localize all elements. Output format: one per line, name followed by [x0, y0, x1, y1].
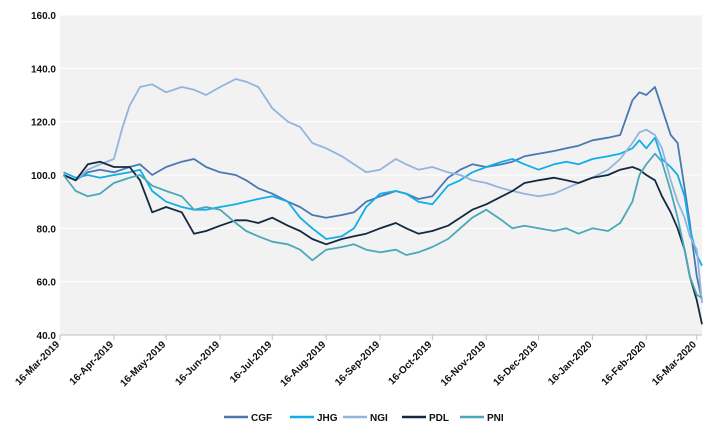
- series-line-cgf: [63, 86, 703, 301]
- series-line-jhg: [63, 136, 703, 267]
- y-tick-label: 40.0: [37, 331, 57, 342]
- x-tick-label: 16-Jul-2019: [228, 339, 275, 386]
- y-tick-label: 60.0: [37, 278, 57, 289]
- x-tick-label: 16-Feb-2020: [600, 339, 649, 388]
- y-tick-label: 140.0: [31, 64, 56, 75]
- x-tick-label: 16-Aug-2019: [278, 339, 328, 389]
- x-tick-label: 16-Dec-2019: [492, 339, 541, 388]
- x-axis-tick-labels: 16-Mar-2019 16-Apr-2019 16-May-2019 16-Jun-…: [13, 335, 699, 389]
- y-tick-label: 160.0: [31, 11, 56, 22]
- y-axis-tick-labels: 40.0 60.0 80.0 100.0 120.0 140.0 160.0: [31, 11, 56, 342]
- legend-label-pdl: PDL: [429, 413, 449, 424]
- y-tick-label: 80.0: [37, 224, 57, 235]
- x-tick-label: 16-Nov-2019: [439, 339, 489, 389]
- legend-label-cgf: CGF: [251, 413, 272, 424]
- y-tick-label: 120.0: [31, 118, 56, 129]
- x-tick-label: 16-Apr-2019: [68, 339, 117, 388]
- y-tick-label: 100.0: [31, 171, 56, 182]
- x-tick-label: 16-Sep-2019: [333, 339, 382, 388]
- x-tick-label: 16-Mar-2019: [13, 339, 62, 388]
- x-tick-label: 16-Jan-2020: [546, 339, 595, 388]
- x-tick-label: 16-Jun-2019: [174, 339, 223, 388]
- legend: CGF JHG NGI PDL PNI: [224, 413, 504, 424]
- series-lines: [62, 78, 703, 325]
- x-tick-label: 16-Oct-2019: [387, 339, 435, 387]
- legend-label-pni: PNI: [487, 413, 504, 424]
- series-line-pdl: [63, 160, 703, 325]
- series-line-ngi: [63, 78, 703, 304]
- x-tick-label: 16-May-2019: [118, 339, 168, 389]
- legend-label-ngi: NGI: [370, 413, 388, 424]
- x-tick-label: 16-Mar-2020: [650, 339, 699, 388]
- series-line-pni: [62, 152, 703, 299]
- legend-label-jhg: JHG: [317, 413, 338, 424]
